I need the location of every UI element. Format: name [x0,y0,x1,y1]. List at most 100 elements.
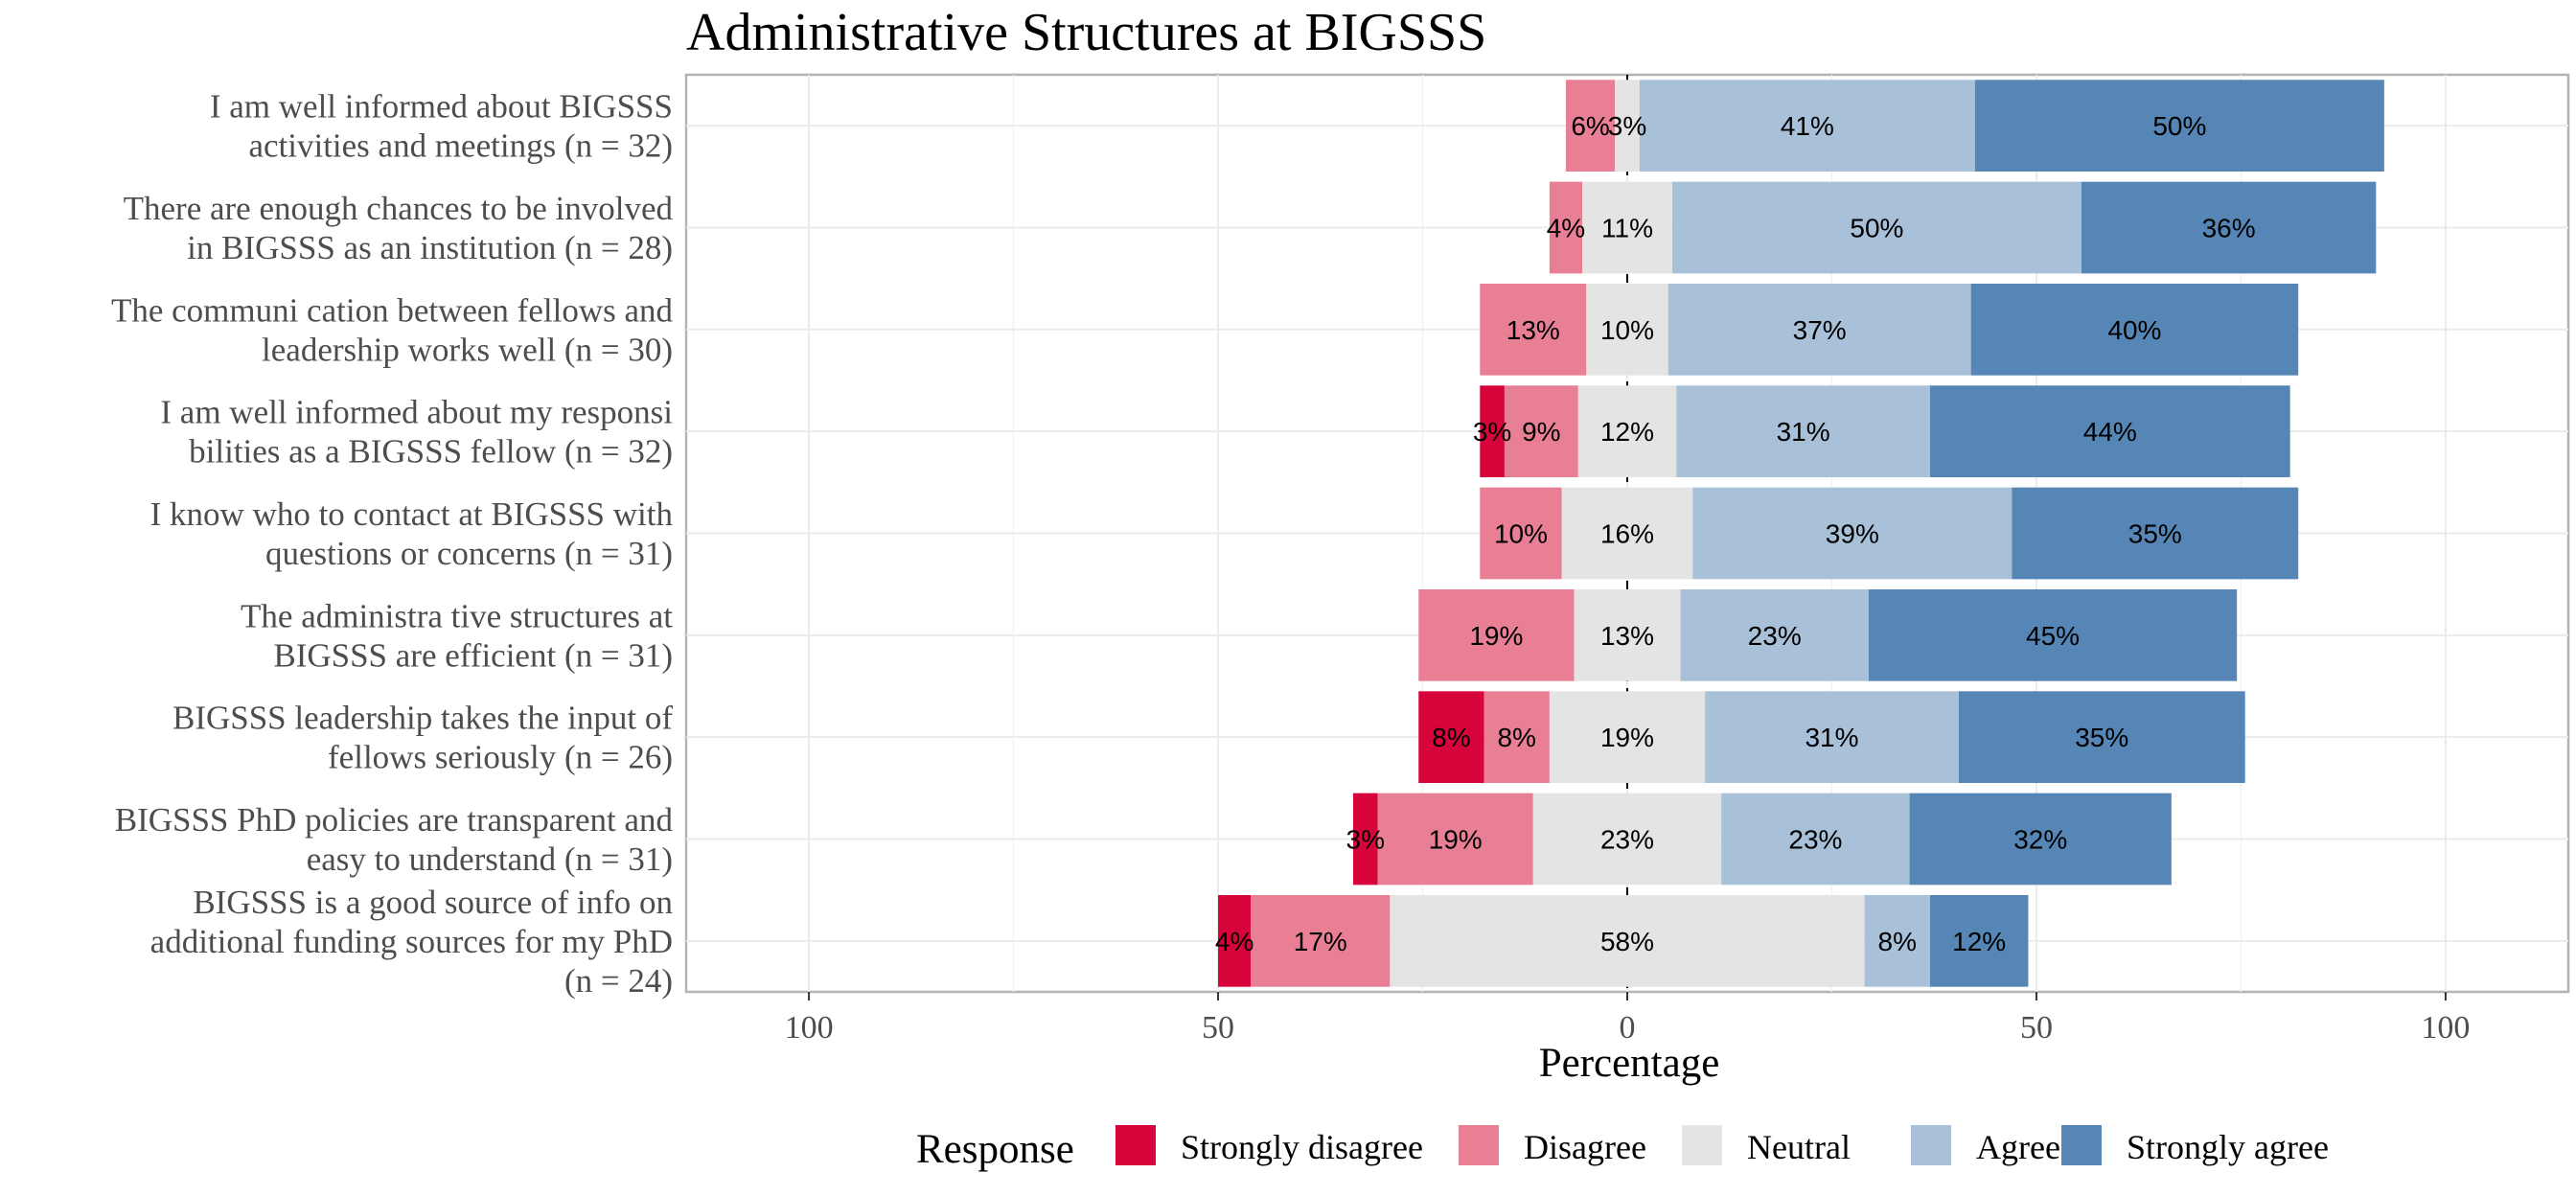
segment-label: 44% [2083,417,2137,447]
bar-strongly-agree [1970,283,2299,376]
segment-label: 35% [2128,519,2182,549]
bar-disagree [1377,793,1533,886]
segment-label: 4% [1547,214,1585,243]
bar-strongly-agree [1974,80,2384,172]
segment-label: 23% [1600,825,1654,855]
legend-label: Disagree [1524,1128,1646,1166]
segment-label: 35% [2075,723,2128,752]
bar-disagree [1565,80,1616,172]
bar-disagree [1480,283,1587,376]
segment-label: 19% [1429,825,1483,855]
segment-label: 8% [1497,723,1535,752]
bar-strongly-agree [1958,691,2245,784]
segment-label: 11% [1601,214,1653,243]
segment-label: 50% [1850,214,1903,243]
legend-title: Response [916,1127,1074,1172]
question-labels: I am well informed about BIGSSS activitie… [111,88,674,1000]
bar-agree [1721,793,1910,886]
segment-label: 45% [2026,621,2080,651]
segment-label: 41% [1781,111,1834,141]
segment-label: 19% [1469,621,1523,651]
bar-strongly-agree [1909,793,2172,886]
segment-label: 12% [1952,927,2006,956]
bar-agree [1639,80,1975,172]
legend-swatch-agree [1911,1125,1951,1165]
bar-disagree [1484,691,1550,784]
segment-label: 31% [1805,723,1858,752]
question-label: The communi cation between fellows and le… [111,291,674,368]
x-axis-title: Percentage [1539,1041,1720,1086]
segment-label: 8% [1878,927,1917,956]
segment-label: 37% [1793,315,1847,345]
bar-strongly-agree [1929,894,2029,987]
segment-label: 36% [2202,214,2256,243]
x-tick-label: 100 [2421,1010,2470,1046]
x-tick-label: 0 [1620,1010,1636,1046]
bar-disagree [1504,385,1578,478]
question-label: I am well informed about my responsi bili… [160,394,673,471]
legend-swatch-strongly-disagree [1116,1125,1156,1165]
bar-strongly-disagree [1352,793,1378,886]
bars [1218,80,2384,987]
x-tick-label: 50 [2020,1010,2053,1046]
segment-label: 13% [1506,315,1560,345]
x-tick-label: 50 [1202,1010,1234,1046]
segment-labels: 6%3% 41% 50%4% 11% 50% 36%13% 10% 37% 40%3% 9% 12%… [1215,111,2256,956]
bar-strongly-agree [1868,588,2238,681]
segment-label: 9% [1522,417,1560,447]
bar-neutral [1390,894,1865,987]
question-label: The administra tive structures at BIGSSS … [241,597,673,674]
segment-label: 13% [1600,621,1654,651]
question-label: BIGSSS is a good source of info on additi… [150,884,673,1000]
bar-strongly-disagree [1418,691,1484,784]
legend: Response Strongly disagree Disagree Neutra… [916,1125,2329,1172]
bar-neutral [1532,793,1722,886]
x-tick-label: 100 [785,1010,834,1046]
bar-neutral [1615,80,1640,172]
bar-disagree [1480,487,1562,580]
segment-label: 40% [2107,315,2161,345]
legend-swatch-neutral [1682,1125,1722,1165]
segment-label: 16% [1600,519,1654,549]
bar-strongly-agree [1929,385,2290,478]
segment-label: 3% [1473,417,1511,447]
segment-label: 19% [1600,723,1654,752]
segment-label: 39% [1826,519,1879,549]
segment-label: 10% [1494,519,1548,549]
segment-label: 3% [1608,111,1646,141]
bar-strongly-disagree [1218,894,1252,987]
segment-label: 31% [1777,417,1830,447]
segment-label: 23% [1788,825,1842,855]
bar-strongly-agree [2081,181,2377,274]
segment-label: 58% [1600,927,1654,956]
question-label: There are enough chances to be involved i… [124,190,674,266]
bar-agree [1680,588,1869,681]
bar-neutral [1574,588,1681,681]
segment-label: 23% [1748,621,1802,651]
bar-strongly-agree [2012,487,2299,580]
bar-disagree [1251,894,1391,987]
segment-label: 3% [1346,825,1385,855]
segment-label: 4% [1215,927,1254,956]
question-label: I know who to contact at BIGSSS with ques… [150,495,674,572]
segment-label: 12% [1600,417,1654,447]
legend-swatch-strongly-agree [2061,1125,2102,1165]
segment-label: 50% [2152,111,2206,141]
bar-agree [1692,487,2012,580]
bar-strongly-disagree [1480,385,1505,478]
bar-agree [1671,181,2082,274]
bar-neutral [1586,283,1668,376]
segment-label: 10% [1600,315,1654,345]
bar-agree [1705,691,1959,784]
x-axis-ticks: 100 50 0 50 100 [785,992,2470,1046]
legend-label: Strongly agree [2127,1128,2329,1166]
bar-neutral [1577,385,1677,478]
question-label: BIGSSS PhD policies are transparent and e… [115,801,674,878]
bar-neutral [1549,691,1706,784]
bar-agree [1676,385,1930,478]
bar-agree [1668,283,1971,376]
chart-title: Administrative Structures at BIGSSS [686,3,1486,62]
bar-agree [1864,894,1930,987]
question-label: BIGSSS leadership takes the input of fell… [172,700,673,776]
